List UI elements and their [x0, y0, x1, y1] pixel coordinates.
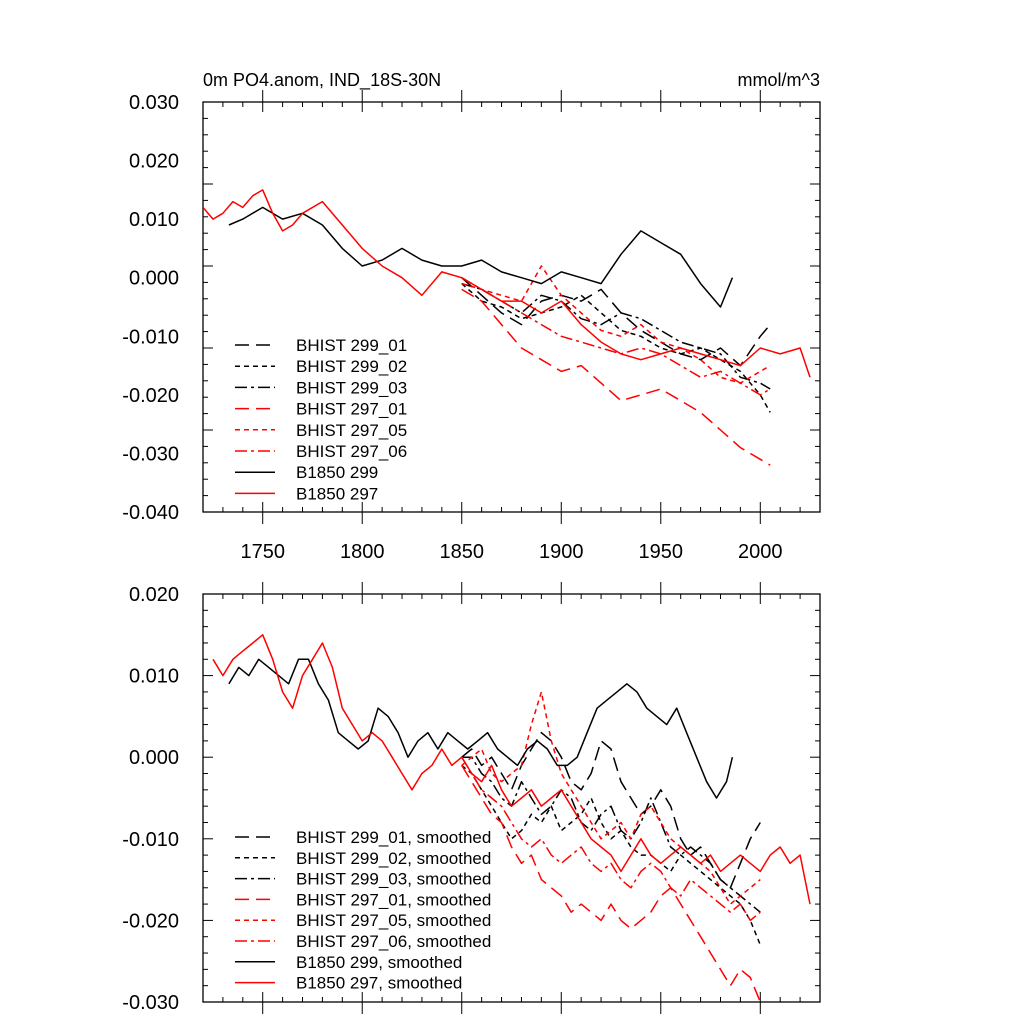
x-tick-label: 1850: [439, 541, 484, 563]
y-tick-label: -0.020: [122, 385, 179, 407]
y-tick-label: -0.030: [122, 443, 179, 465]
x-tick-label: 1900: [539, 541, 584, 563]
legend-label: BHIST 299_02: [296, 357, 407, 376]
series-group: [203, 189, 811, 466]
series-line: [228, 658, 734, 799]
series-line: [461, 277, 771, 396]
legend-label: BHIST 297_05: [296, 421, 407, 440]
y-tick-label: 0.020: [129, 151, 179, 173]
y-tick-label: 0.010: [129, 209, 179, 231]
series-group: [212, 634, 811, 1002]
legend-label: BHIST 299_03, smoothed: [296, 870, 491, 889]
legend-label: BHIST 297_06, smoothed: [296, 932, 491, 951]
x-tick-label: 2000: [738, 541, 783, 563]
legend-label: BHIST 299_02, smoothed: [296, 849, 491, 868]
legend-label: BHIST 297_06: [296, 442, 407, 461]
series-line: [212, 634, 811, 905]
y-tick-label: -0.010: [122, 326, 179, 348]
y-tick-label: 0.010: [129, 666, 179, 688]
series-line: [461, 765, 761, 1002]
series-line: [228, 206, 734, 308]
legend-label: BHIST 299_01: [296, 336, 407, 355]
y-tick-label: -0.010: [122, 829, 179, 851]
legend-label: BHIST 297_05, smoothed: [296, 911, 491, 930]
legend-label: BHIST 297_01: [296, 400, 407, 419]
y-tick-label: 0.000: [129, 268, 179, 290]
y-tick-label: -0.020: [122, 910, 179, 932]
panel-top: 0.030 0.020 0.010 0.000 -0.010 -0.020 -0.030 -0…: [122, 90, 821, 563]
y-tick-label: 0.030: [129, 92, 179, 114]
units-label: mmol/m^3: [738, 70, 820, 90]
series-line: [203, 189, 811, 378]
y-tick-label: -0.030: [122, 992, 179, 1014]
legend-label: B1850 297, smoothed: [296, 974, 462, 993]
chart-title: 0m PO4.anom, IND_18S-30N: [203, 70, 441, 91]
y-tick-label: 0.020: [129, 584, 179, 606]
y-tick-label: 0.000: [129, 747, 179, 769]
series-line: [461, 288, 771, 466]
x-tick-label: 1950: [639, 541, 684, 563]
legend-label: BHIST 299_03: [296, 378, 407, 397]
series-line: [461, 283, 771, 413]
legend-label: B1850 299: [296, 463, 378, 482]
legend-label: B1850 299, smoothed: [296, 953, 462, 972]
series-line: [461, 265, 771, 384]
series-line: [461, 756, 761, 922]
series-line: [461, 764, 761, 946]
x-tick-label: 1750: [240, 541, 285, 563]
plot-frame: [202, 593, 821, 1003]
panel-bottom: 0.020 0.010 0.000 -0.010 -0.020 -0.030 BHIST 2…: [122, 582, 821, 1014]
legend-label: BHIST 299_01, smoothed: [296, 828, 491, 847]
plot-frame: [202, 101, 821, 513]
x-tick-label: 1800: [340, 541, 385, 563]
legend-label: B1850 297: [296, 484, 378, 503]
legend-label: BHIST 297_01, smoothed: [296, 890, 491, 909]
y-tick-label: -0.040: [122, 502, 179, 524]
